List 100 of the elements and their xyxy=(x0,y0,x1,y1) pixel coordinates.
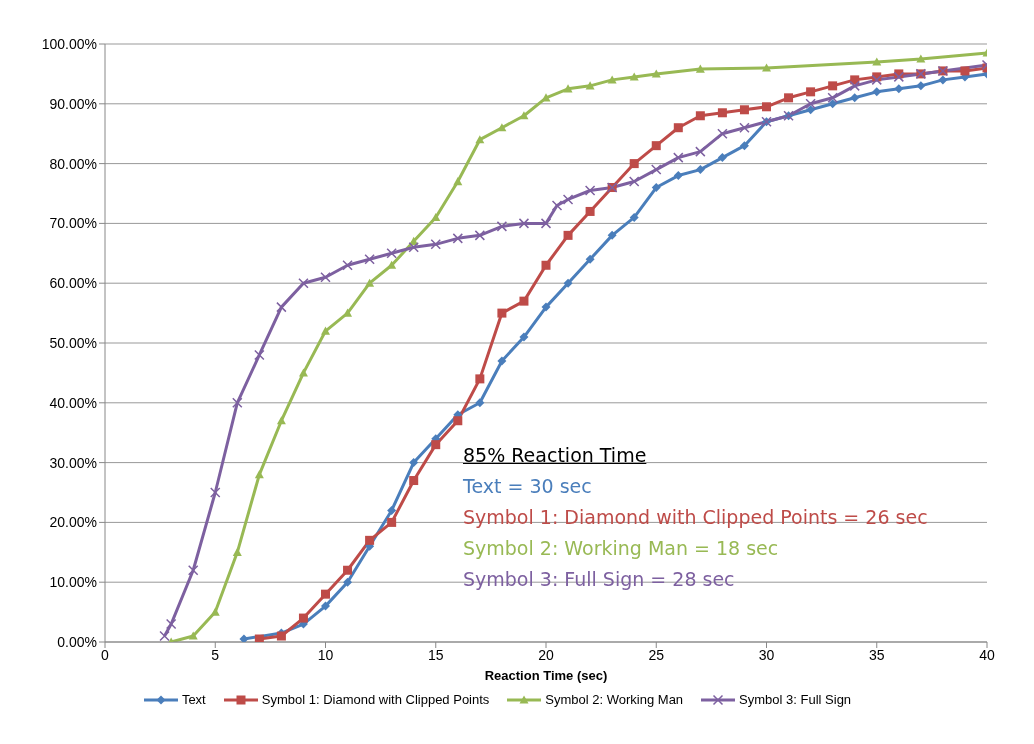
point xyxy=(651,69,661,78)
point xyxy=(805,98,816,110)
legend-label: Symbol 3: Full Sign xyxy=(738,692,852,707)
point xyxy=(563,278,573,288)
y-tick-label: 40.00% xyxy=(49,394,97,411)
annotation: Symbol 2: Working Man = 18 sec xyxy=(463,536,780,561)
point xyxy=(497,123,507,132)
annotation: Symbol 1: Diamond with Clipped Points = 26 sec xyxy=(463,505,928,530)
point xyxy=(916,81,926,91)
point xyxy=(387,517,397,527)
point xyxy=(607,230,617,240)
point xyxy=(872,57,882,66)
x-tick-label: 20 xyxy=(538,646,554,663)
point xyxy=(239,634,249,642)
point xyxy=(562,194,574,205)
point xyxy=(717,128,728,139)
point xyxy=(739,122,750,133)
point xyxy=(585,206,595,216)
point xyxy=(739,105,749,115)
point xyxy=(540,218,552,229)
point xyxy=(585,254,595,264)
point xyxy=(695,165,705,175)
point xyxy=(365,535,375,545)
point xyxy=(916,54,926,63)
y-tick-label: 60.00% xyxy=(49,275,97,292)
annotation: 85% Reaction Time xyxy=(463,443,648,468)
point xyxy=(298,277,309,289)
point xyxy=(475,135,485,144)
legend-label: Symbol 1: Diamond with Clipped Points xyxy=(260,692,490,707)
point xyxy=(496,221,508,232)
annotation: Symbol 3: Full Sign = 28 sec xyxy=(463,567,736,592)
point xyxy=(343,308,353,317)
point xyxy=(431,212,441,222)
x-tick-label: 10 xyxy=(317,646,334,663)
point xyxy=(409,458,419,468)
point xyxy=(695,111,705,121)
point xyxy=(806,87,816,97)
point xyxy=(320,271,331,283)
point xyxy=(518,218,530,229)
point xyxy=(159,630,170,642)
point xyxy=(871,74,882,86)
point xyxy=(409,476,419,486)
point xyxy=(276,301,287,313)
point xyxy=(551,200,563,211)
y-tick-label: 0.00% xyxy=(57,633,97,650)
point xyxy=(673,171,683,181)
point xyxy=(321,589,330,599)
point xyxy=(563,230,573,240)
point xyxy=(806,105,816,115)
point xyxy=(210,607,220,616)
point xyxy=(386,248,397,259)
x-tick-label: 35 xyxy=(868,646,885,663)
point xyxy=(784,93,794,103)
point xyxy=(519,332,529,342)
point xyxy=(828,99,838,109)
y-tick-label: 30.00% xyxy=(49,454,97,471)
point xyxy=(298,613,308,623)
point xyxy=(651,164,662,175)
point xyxy=(629,212,639,222)
point xyxy=(187,564,199,576)
point xyxy=(717,108,727,118)
y-tick-label: 70.00% xyxy=(49,215,97,232)
point xyxy=(827,92,838,104)
point xyxy=(762,63,771,72)
x-tick-label: 25 xyxy=(648,646,665,663)
point xyxy=(673,152,684,163)
point xyxy=(475,374,485,384)
y-tick-label: 90.00% xyxy=(49,95,97,112)
point xyxy=(343,577,353,587)
point xyxy=(584,185,596,196)
point xyxy=(232,547,242,556)
point xyxy=(497,308,507,318)
point xyxy=(497,356,507,366)
point xyxy=(453,177,463,186)
y-tick-label: 10.00% xyxy=(49,574,97,591)
point xyxy=(387,260,397,269)
point xyxy=(431,440,441,450)
point xyxy=(210,487,221,498)
point xyxy=(717,153,727,163)
point xyxy=(474,230,486,241)
y-tick-label: 20.00% xyxy=(49,514,97,531)
point xyxy=(893,71,905,83)
point xyxy=(629,159,639,169)
point xyxy=(849,80,860,92)
point xyxy=(541,260,551,270)
point xyxy=(850,93,860,103)
point xyxy=(343,565,353,575)
point xyxy=(365,278,375,287)
point xyxy=(254,634,264,642)
point xyxy=(188,631,198,640)
x-tick-label: 0 xyxy=(101,646,110,663)
point xyxy=(342,260,353,271)
point xyxy=(321,601,330,611)
point xyxy=(321,326,330,335)
point xyxy=(519,296,529,306)
point xyxy=(430,239,441,250)
point xyxy=(364,254,375,265)
point xyxy=(695,146,706,157)
point xyxy=(408,242,419,253)
point xyxy=(872,87,882,97)
